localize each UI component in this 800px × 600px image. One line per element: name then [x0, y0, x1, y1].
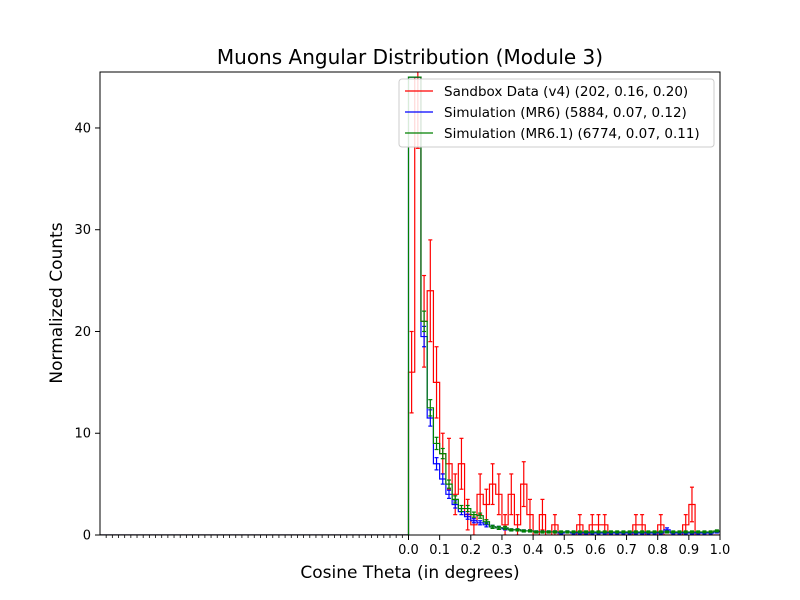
x-tick-label: 0.5	[554, 543, 575, 558]
y-tick-label: 40	[74, 121, 91, 136]
legend: Sandbox Data (v4) (202, 0.16, 0.20) Simu…	[398, 78, 715, 148]
y-axis-label: Normalized Counts	[47, 222, 67, 383]
series-2	[100, 76, 720, 535]
x-tick-label: 0.0	[398, 543, 419, 558]
legend-label-sandbox: Sandbox Data (v4) (202, 0.16, 0.20)	[444, 84, 688, 100]
y-axis: 0 10 20 30 40	[74, 121, 100, 544]
y-tick-label: 30	[74, 223, 91, 238]
legend-label-mr6: Simulation (MR6) (5884, 0.07, 0.12)	[444, 105, 687, 121]
x-tick-label: 0.4	[523, 543, 544, 558]
series-layer	[100, 72, 720, 535]
legend-label-mr61: Simulation (MR6.1) (6774, 0.07, 0.11)	[444, 126, 700, 142]
x-tick-label: 0.9	[679, 543, 700, 558]
y-tick-label: 10	[74, 427, 91, 442]
series-step-line	[100, 76, 720, 535]
x-tick-label: 0.6	[585, 543, 606, 558]
y-tick-label: 0	[83, 529, 91, 544]
x-tick-label: 0.8	[647, 543, 668, 558]
x-tick-label: 1.0	[710, 543, 731, 558]
y-tick-label: 20	[74, 325, 91, 340]
x-axis-label: Cosine Theta (in degrees)	[300, 563, 519, 583]
x-tick-label: 0.7	[616, 543, 637, 558]
x-tick-label: 0.1	[429, 543, 450, 558]
plot-frame	[99, 71, 721, 536]
chart-title: Muons Angular Distribution (Module 3)	[217, 45, 603, 69]
plot-area	[99, 71, 721, 536]
x-tick-label: 0.3	[492, 543, 513, 558]
x-tick-label: 0.2	[460, 543, 481, 558]
legend-box	[398, 78, 715, 148]
x-axis: 0.0 0.1 0.2 0.3 0.4 0.5 0.6 0.7 0.8 0.9 1.0	[105, 535, 731, 558]
